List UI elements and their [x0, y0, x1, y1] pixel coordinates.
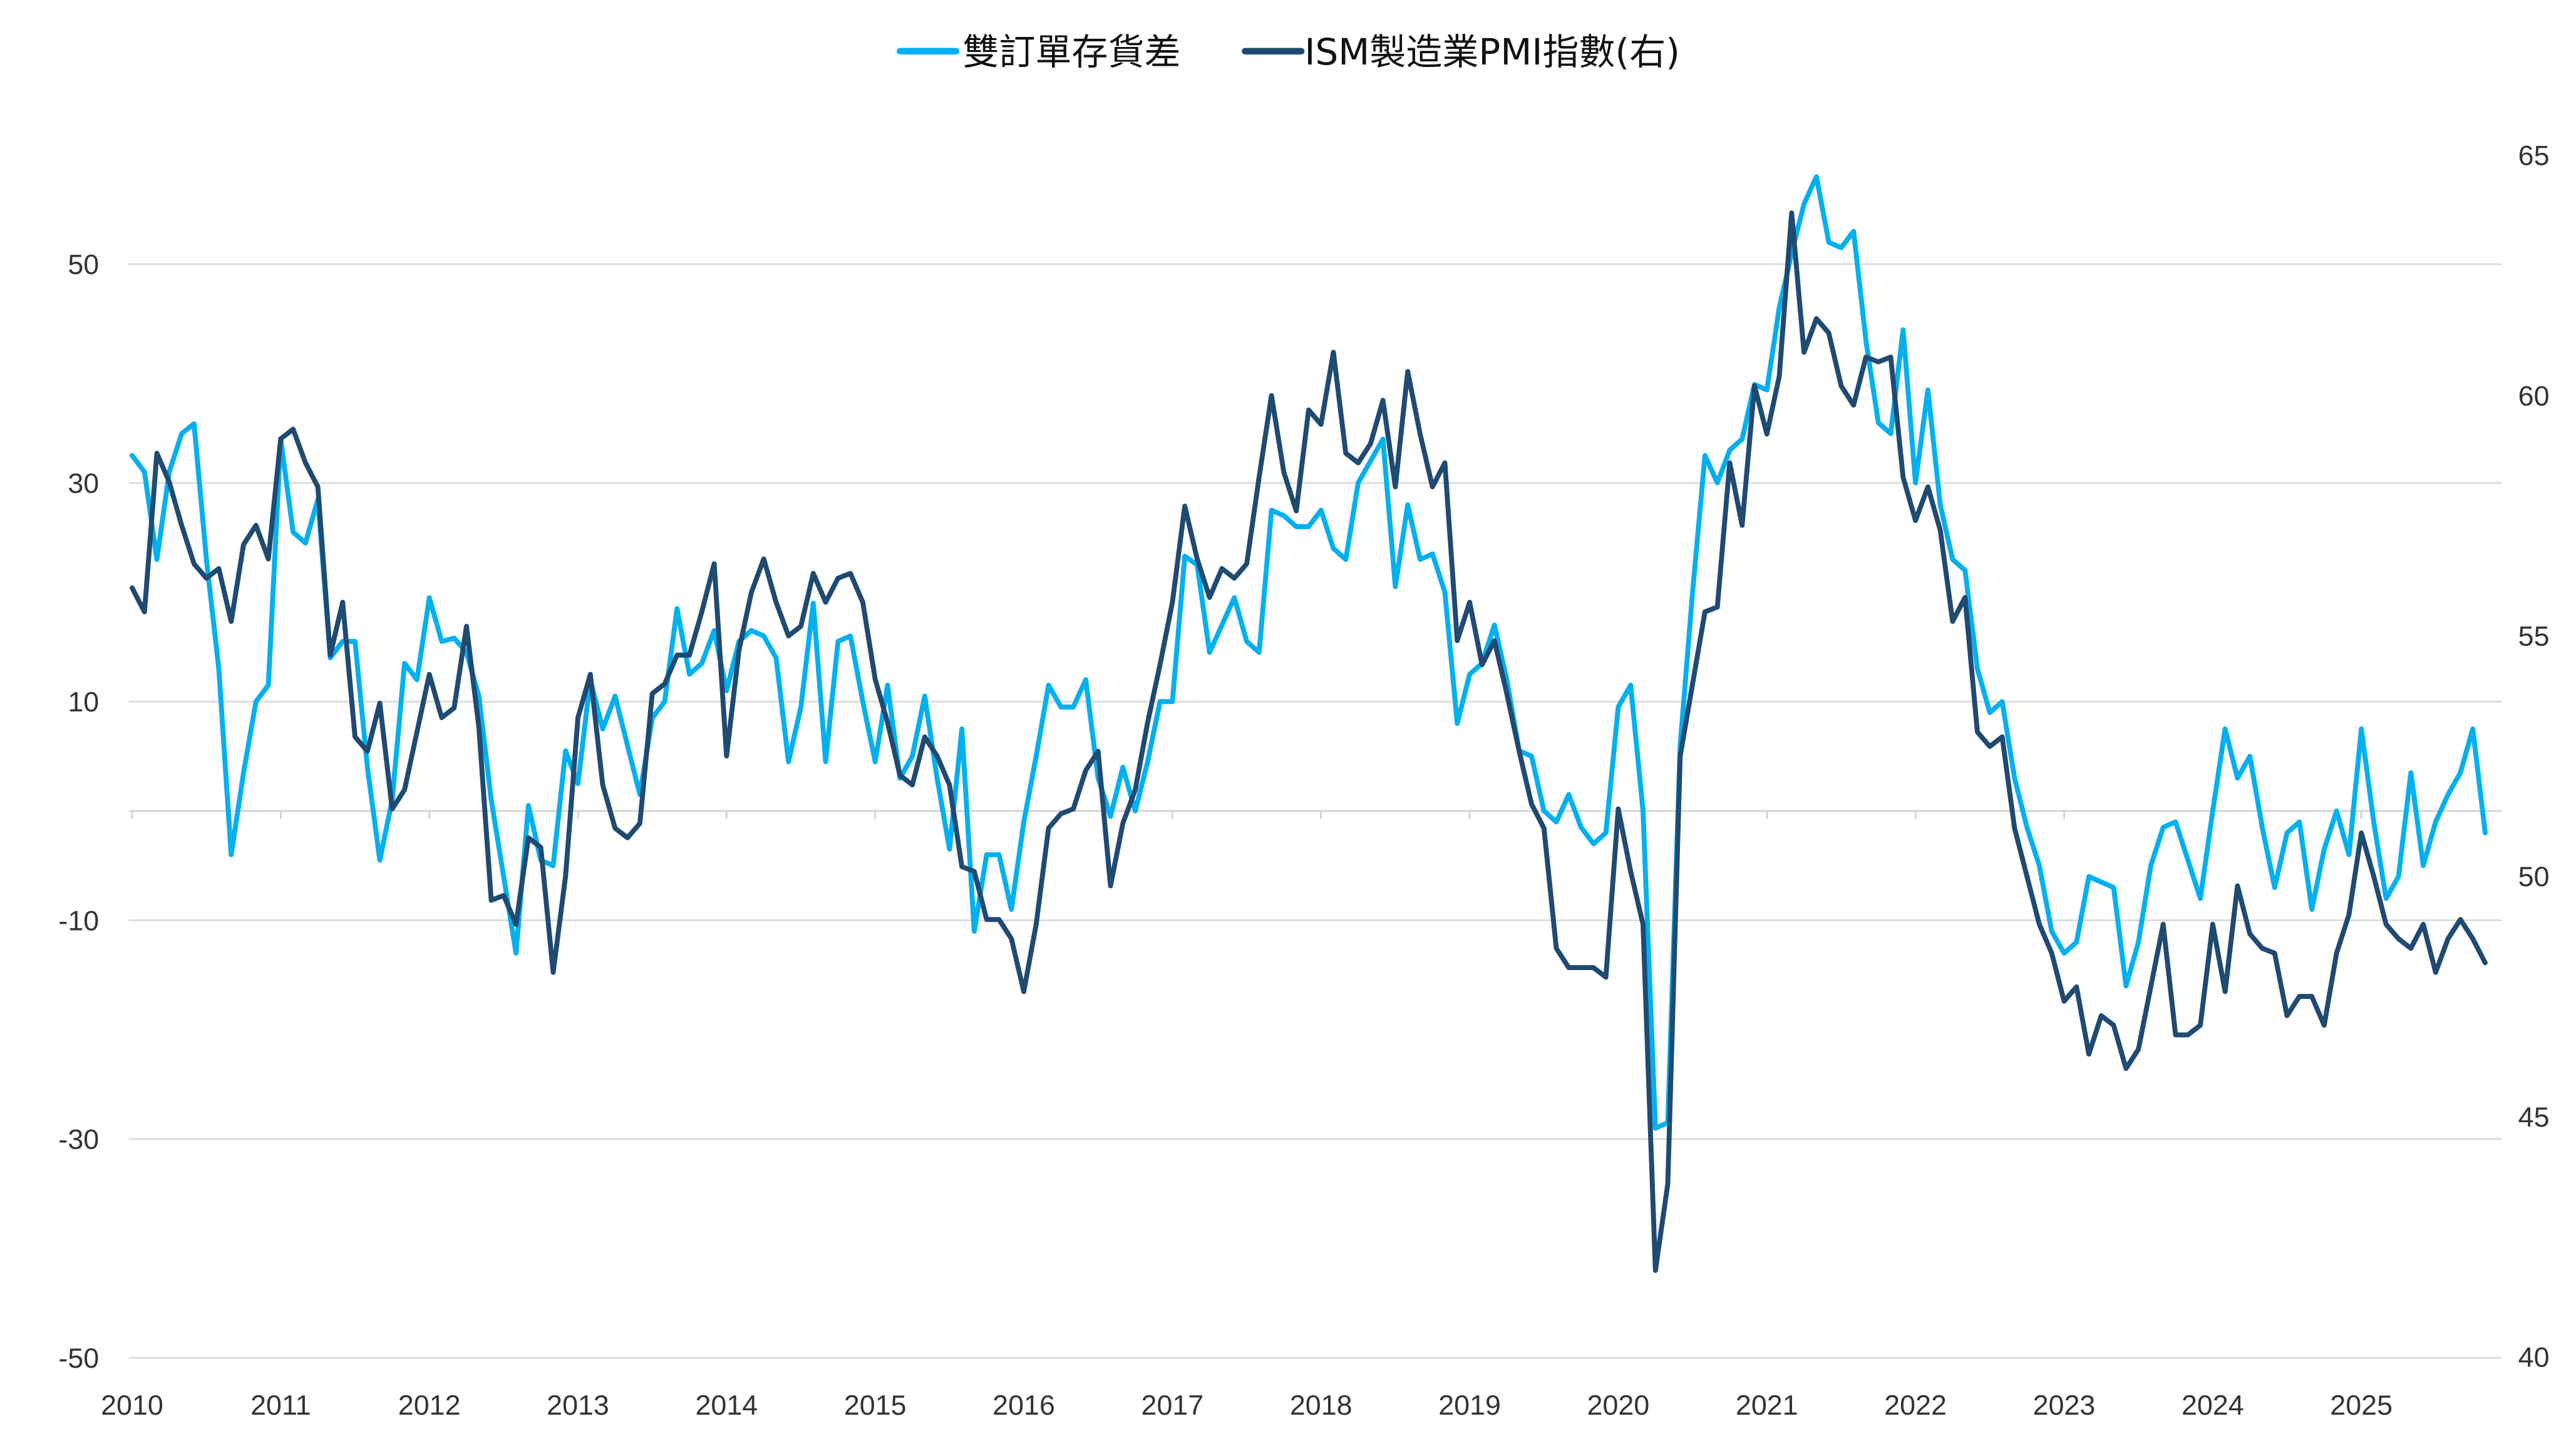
x-axis-tick-label: 2012: [398, 1390, 461, 1421]
x-axis-tick-label: 2018: [1290, 1390, 1352, 1421]
x-axis-tick-label: 2022: [1884, 1390, 1947, 1421]
x-axis-tick-label: 2020: [1587, 1390, 1650, 1421]
series-line-ism-pmi: [130, 210, 2488, 1273]
x-axis-tick-label: 2010: [101, 1390, 163, 1421]
legend: 雙訂單存貨差 ISM製造業PMI指數(右): [896, 31, 1680, 73]
right-axis-tick-label: 65: [2518, 140, 2550, 172]
series-lines: [130, 174, 2488, 1273]
right-axis-tick-label: 45: [2518, 1102, 2550, 1133]
right-axis-tick-label: 50: [2518, 861, 2550, 892]
x-axis-tick-label: 2016: [992, 1390, 1055, 1421]
x-axis-tick-label: 2019: [1438, 1390, 1501, 1421]
legend-label-order-inventory-spread: 雙訂單存貨差: [962, 31, 1180, 73]
left-axis-tick-label: -50: [58, 1343, 99, 1374]
x-axis-tick-label: 2011: [250, 1390, 311, 1421]
x-axis-tick-label: 2025: [2330, 1390, 2393, 1421]
right-axis-tick-label: 55: [2518, 621, 2550, 652]
x-axis-tick-label: 2013: [547, 1390, 609, 1421]
right-axis-tick-label: 60: [2518, 380, 2550, 411]
x-axis-tick-label: 2015: [844, 1390, 907, 1421]
series-line-order-inventory-spread: [130, 174, 2488, 1131]
x-axis-tick-label: 2014: [695, 1390, 758, 1421]
x-axis-tick-label: 2023: [2033, 1390, 2096, 1421]
left-axis-tick-label: 10: [68, 686, 99, 718]
left-axis-tick-label: -10: [58, 905, 99, 936]
x-axis-tick-label: 2021: [1736, 1390, 1798, 1421]
left-axis-tick-label: 50: [68, 249, 99, 281]
gridlines: [128, 263, 2502, 1359]
left-axis-tick-label: -30: [58, 1124, 99, 1155]
legend-label-ism-pmi: ISM製造業PMI指數(右): [1304, 31, 1679, 73]
left-axis-tick-label: 30: [68, 468, 99, 499]
x-axis-tick-label: 2017: [1141, 1390, 1204, 1421]
tick-labels: 50 30 10 -10 -30 -50 65 60 55 50 45 40 2010 2011 2012 2…: [58, 140, 2549, 1421]
right-axis-tick-label: 40: [2518, 1342, 2550, 1373]
x-axis-tick-label: 2024: [2182, 1390, 2244, 1421]
